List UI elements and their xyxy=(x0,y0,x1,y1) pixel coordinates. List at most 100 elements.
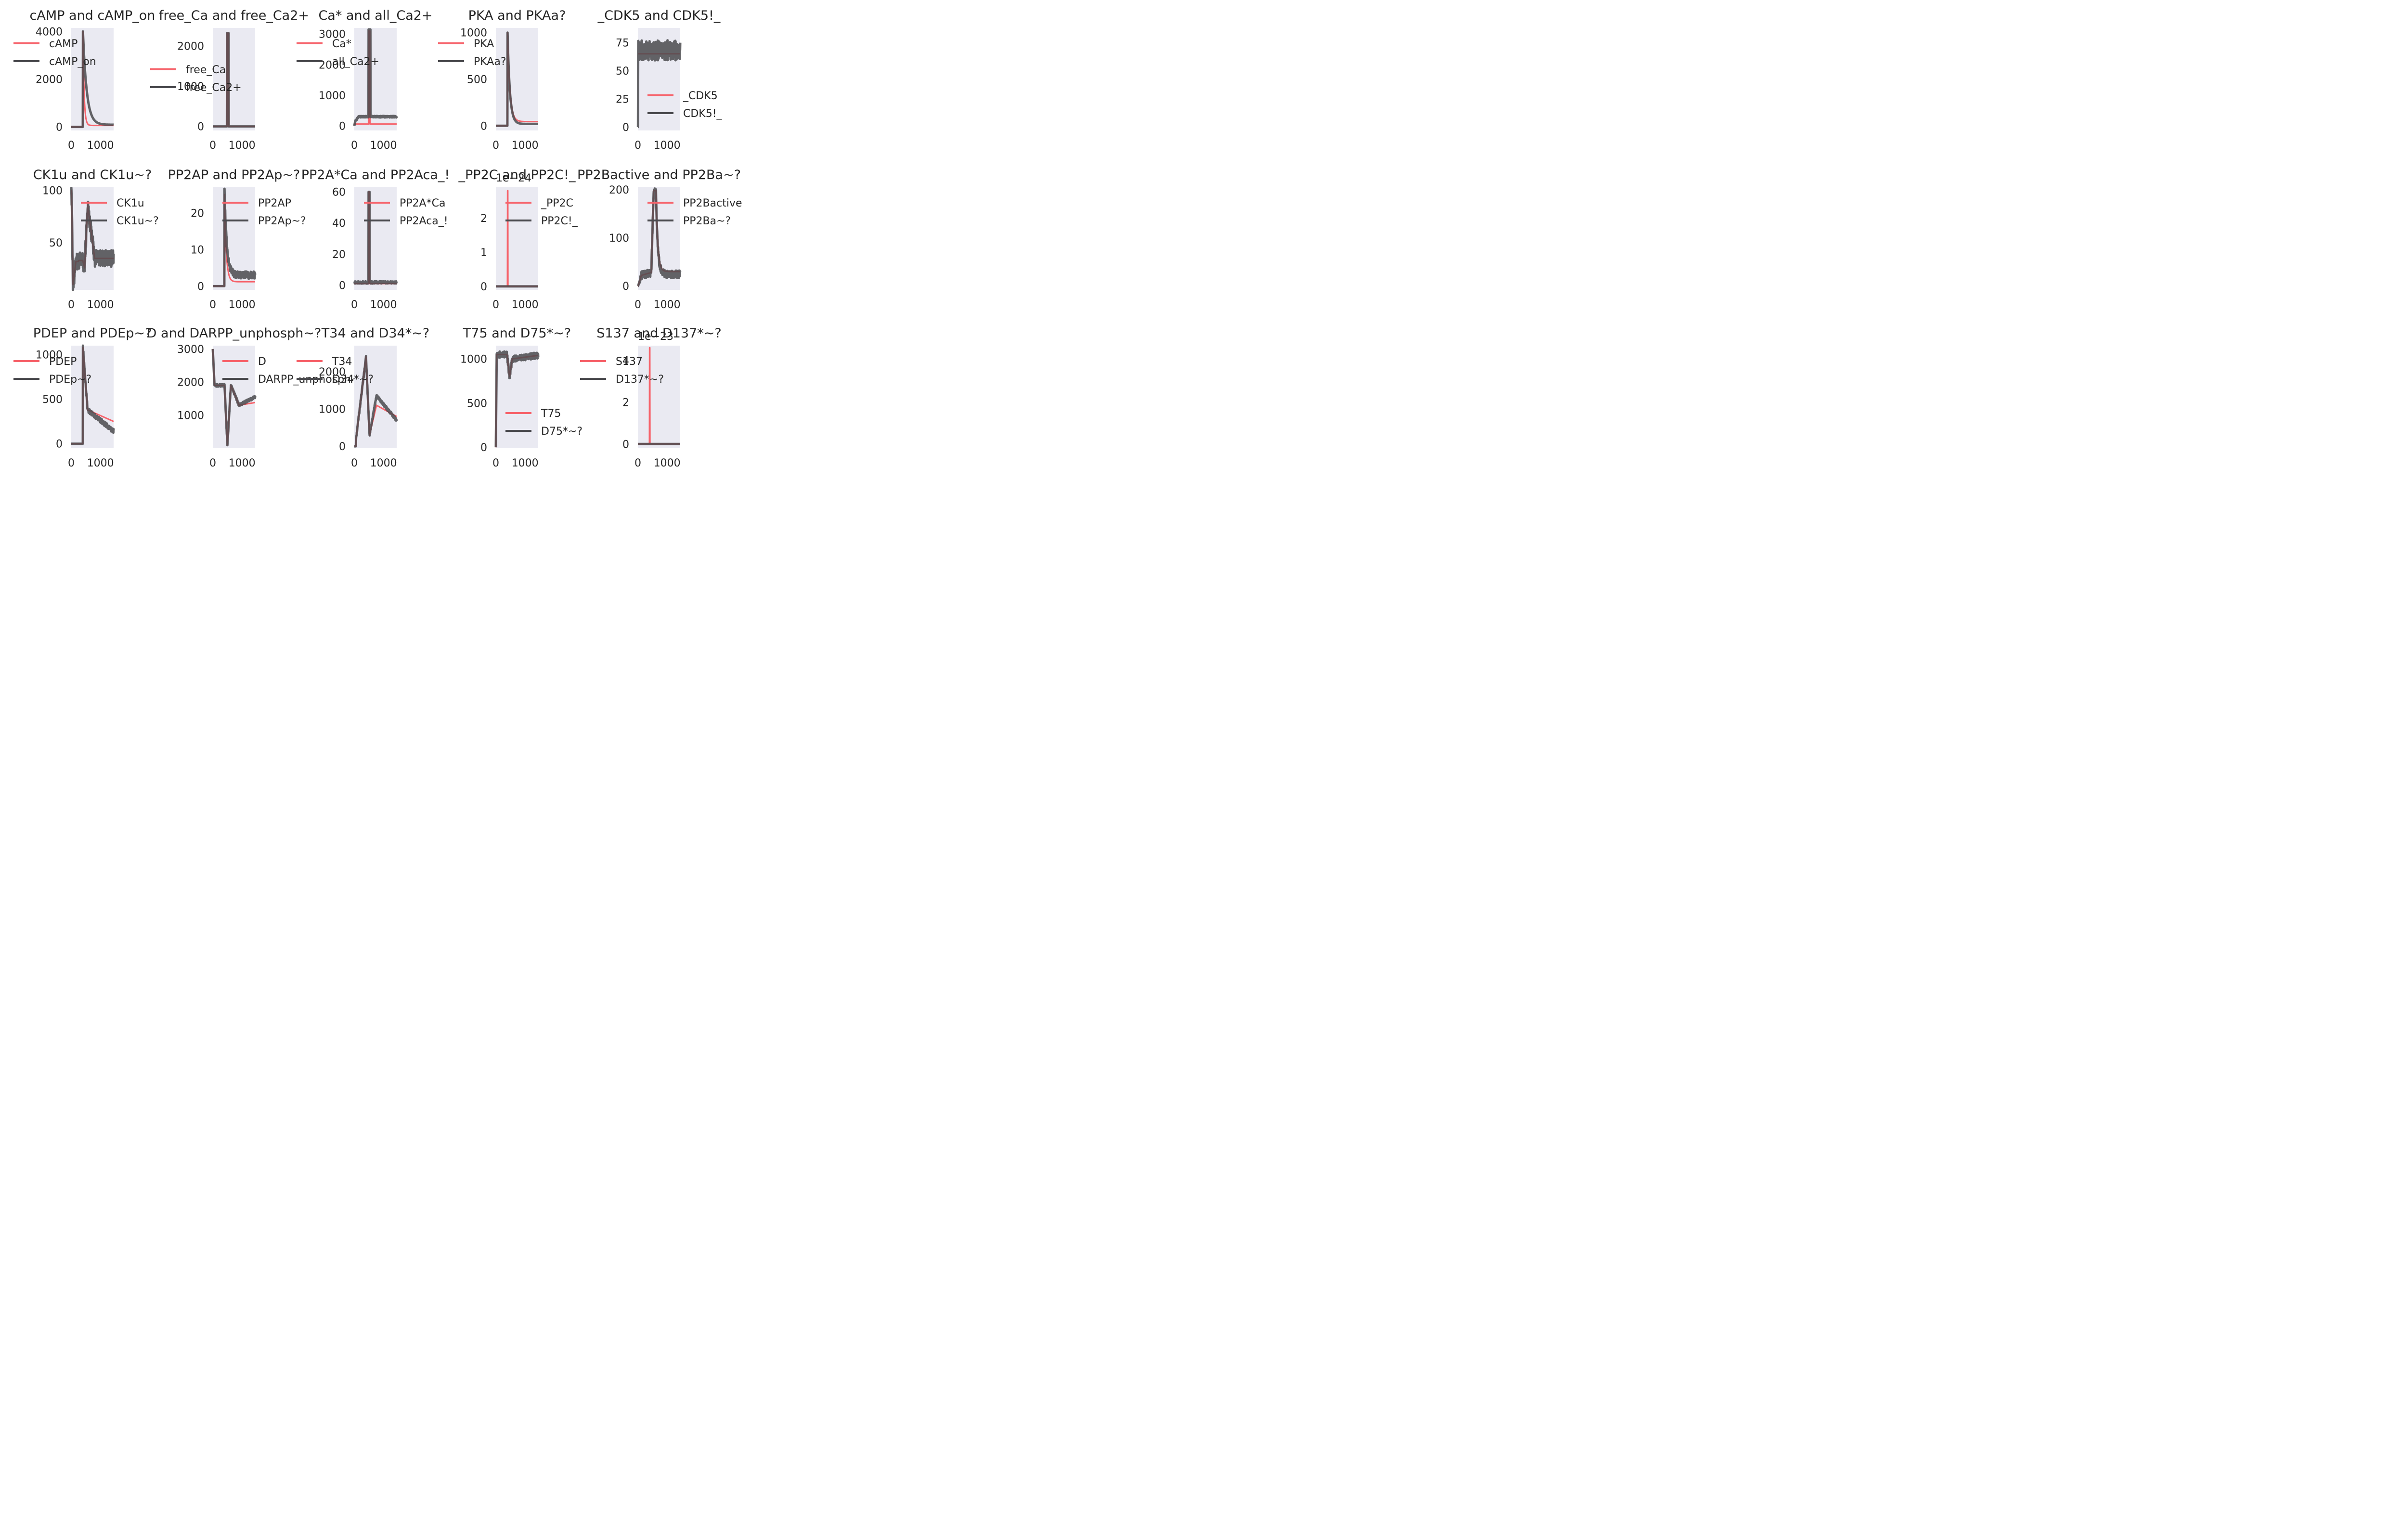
y-tick-label: 0 xyxy=(622,122,629,134)
legend: _PP2C PP2C!_ xyxy=(505,197,578,227)
subplot-8: PP2A*Ca and PP2Aca_!0 10000204060PP2A*CaP… xyxy=(301,168,450,311)
x-tick-label: 1000 xyxy=(87,140,114,152)
subplot-title: cAMP and cAMP_on xyxy=(30,8,155,23)
y-tick-label: 50 xyxy=(616,65,629,78)
y-tick-label: 0 xyxy=(622,281,629,293)
x-tick-label: 0 xyxy=(68,299,75,311)
x-tick-label: 0 xyxy=(492,457,499,469)
y-offset-label: 1e−23 xyxy=(638,331,673,343)
subplot-15: S137 and D137*~? 0 1000 0 2 4 1e−23 S137 D137*~? xyxy=(580,326,722,469)
subplot-title: CK1u and CK1u~? xyxy=(33,168,152,182)
y-tick-label: 25 xyxy=(616,93,629,105)
legend: _CDK5 CDK5!_ xyxy=(647,90,723,120)
x-tick-label: 1000 xyxy=(370,457,397,469)
y-tick-label: 20 xyxy=(332,249,346,261)
plot-area xyxy=(71,28,114,130)
series-line-2 xyxy=(353,28,398,127)
x-tick-label: 1000 xyxy=(87,299,114,311)
y-tick-label: 0 xyxy=(339,441,346,453)
y-tick-label: 1000 xyxy=(177,81,204,93)
y-tick-label: 500 xyxy=(467,398,487,410)
legend-label: PP2C!_ xyxy=(541,215,578,227)
legend: PP2AP PP2Ap~? xyxy=(222,197,306,227)
x-tick-label: 0 xyxy=(351,299,358,311)
y-tick-label: 0 xyxy=(339,280,346,292)
y-tick-label: 1000 xyxy=(460,27,487,39)
legend-label: PP2Aca_! xyxy=(400,215,448,227)
legend-label: PP2Ba~? xyxy=(683,215,731,227)
x-tick-label: 1000 xyxy=(229,299,256,311)
y-tick-label: 2000 xyxy=(177,377,204,389)
x-tick-label: 1000 xyxy=(654,140,681,152)
legend-label: CDK5!_ xyxy=(683,108,723,120)
y-tick-label: 0 xyxy=(480,120,487,132)
plot-area xyxy=(496,187,538,290)
subplot-title: PDEP and PDEp~? xyxy=(33,326,152,341)
subplot-title: S137 and D137*~? xyxy=(596,326,721,341)
y-tick-label: 10 xyxy=(191,244,204,256)
y-tick-label: 4000 xyxy=(36,26,63,38)
legend-label: S137 xyxy=(616,356,643,368)
y-tick-label: 0 xyxy=(339,120,346,132)
series-line-2 xyxy=(211,187,257,287)
legend-label: PDEP xyxy=(49,356,77,368)
legend: PDEP PDEp~? xyxy=(13,356,91,386)
subplot-title: D and DARPP_unphosph~? xyxy=(147,326,322,341)
subplot-title: PP2AP and PP2Ap~? xyxy=(168,168,300,182)
subplot-title: PP2A*Ca and PP2Aca_! xyxy=(301,168,450,182)
y-tick-label: 2000 xyxy=(319,366,346,378)
legend: PKA PKAa? xyxy=(438,38,506,68)
y-tick-label: 50 xyxy=(49,237,63,249)
plot-area xyxy=(213,28,255,130)
subplot-title: _CDK5 and CDK5!_ xyxy=(597,8,721,23)
legend-label: cAMP_on xyxy=(49,56,96,68)
legend-label: PKA xyxy=(474,38,494,50)
plot-area xyxy=(354,28,397,130)
legend-label: PDEp~? xyxy=(49,374,91,386)
y-tick-label: 4 xyxy=(622,355,629,367)
subplot-7: PP2AP and PP2Ap~? 0 1000 0 10 20 PP2AP PP2Ap~? xyxy=(168,168,306,311)
y-tick-label: 200 xyxy=(609,184,629,196)
y-tick-label: 3000 xyxy=(177,344,204,356)
subplot-2: free_Ca and free_Ca2+ 0 1000 0 1000 2000 free_… xyxy=(150,8,309,152)
y-tick-label: 0 xyxy=(480,281,487,293)
series-line-2 xyxy=(636,187,682,287)
plot-area xyxy=(638,346,680,448)
legend-label: D137*~? xyxy=(616,374,664,386)
y-tick-label: 500 xyxy=(467,74,487,86)
series-line-2 xyxy=(70,187,115,291)
legend-label: T34 xyxy=(332,356,352,368)
series-line-2 xyxy=(211,32,257,128)
subplot-title: PKA and PKAa? xyxy=(468,8,566,23)
x-tick-label: 0 xyxy=(492,140,499,152)
x-tick-label: 0 xyxy=(351,457,358,469)
y-tick-label: 3000 xyxy=(319,29,346,41)
x-tick-label: 0 xyxy=(209,299,216,311)
subplot-12: D and DARPP_unphosph~? 0 1000 1000 2000 3000 D… xyxy=(147,326,365,469)
subplot-6: CK1u and CK1u~? 0 1000 50 100 CK1u CK1u~? xyxy=(33,168,159,311)
subplot-title: T34 and D34*~? xyxy=(321,326,429,341)
legend-label: CK1u~? xyxy=(116,215,159,227)
x-tick-label: 0 xyxy=(634,299,641,311)
series-line-2 xyxy=(353,191,398,285)
y-tick-label: 0 xyxy=(56,439,63,451)
legend-label: D34*~? xyxy=(332,374,374,386)
x-tick-label: 1000 xyxy=(654,457,681,469)
y-tick-label: 2000 xyxy=(36,74,63,86)
x-tick-label: 1000 xyxy=(229,140,256,152)
y-tick-label: 500 xyxy=(42,394,63,406)
legend: S137 D137*~? xyxy=(580,356,664,386)
series-line-2 xyxy=(70,30,115,129)
y-tick-label: 40 xyxy=(332,218,346,230)
y-tick-label: 1000 xyxy=(460,354,487,366)
series-line-2 xyxy=(211,349,257,447)
legend-label: PP2Bactive xyxy=(683,197,742,209)
x-tick-label: 0 xyxy=(351,140,358,152)
x-tick-label: 0 xyxy=(68,457,75,469)
subplot-10: PP2Bactive and PP2Ba~? 0 1000 0 100 200 PP2Bac… xyxy=(577,168,742,311)
subplot-title: _PP2C and PP2C!_ xyxy=(458,168,576,182)
